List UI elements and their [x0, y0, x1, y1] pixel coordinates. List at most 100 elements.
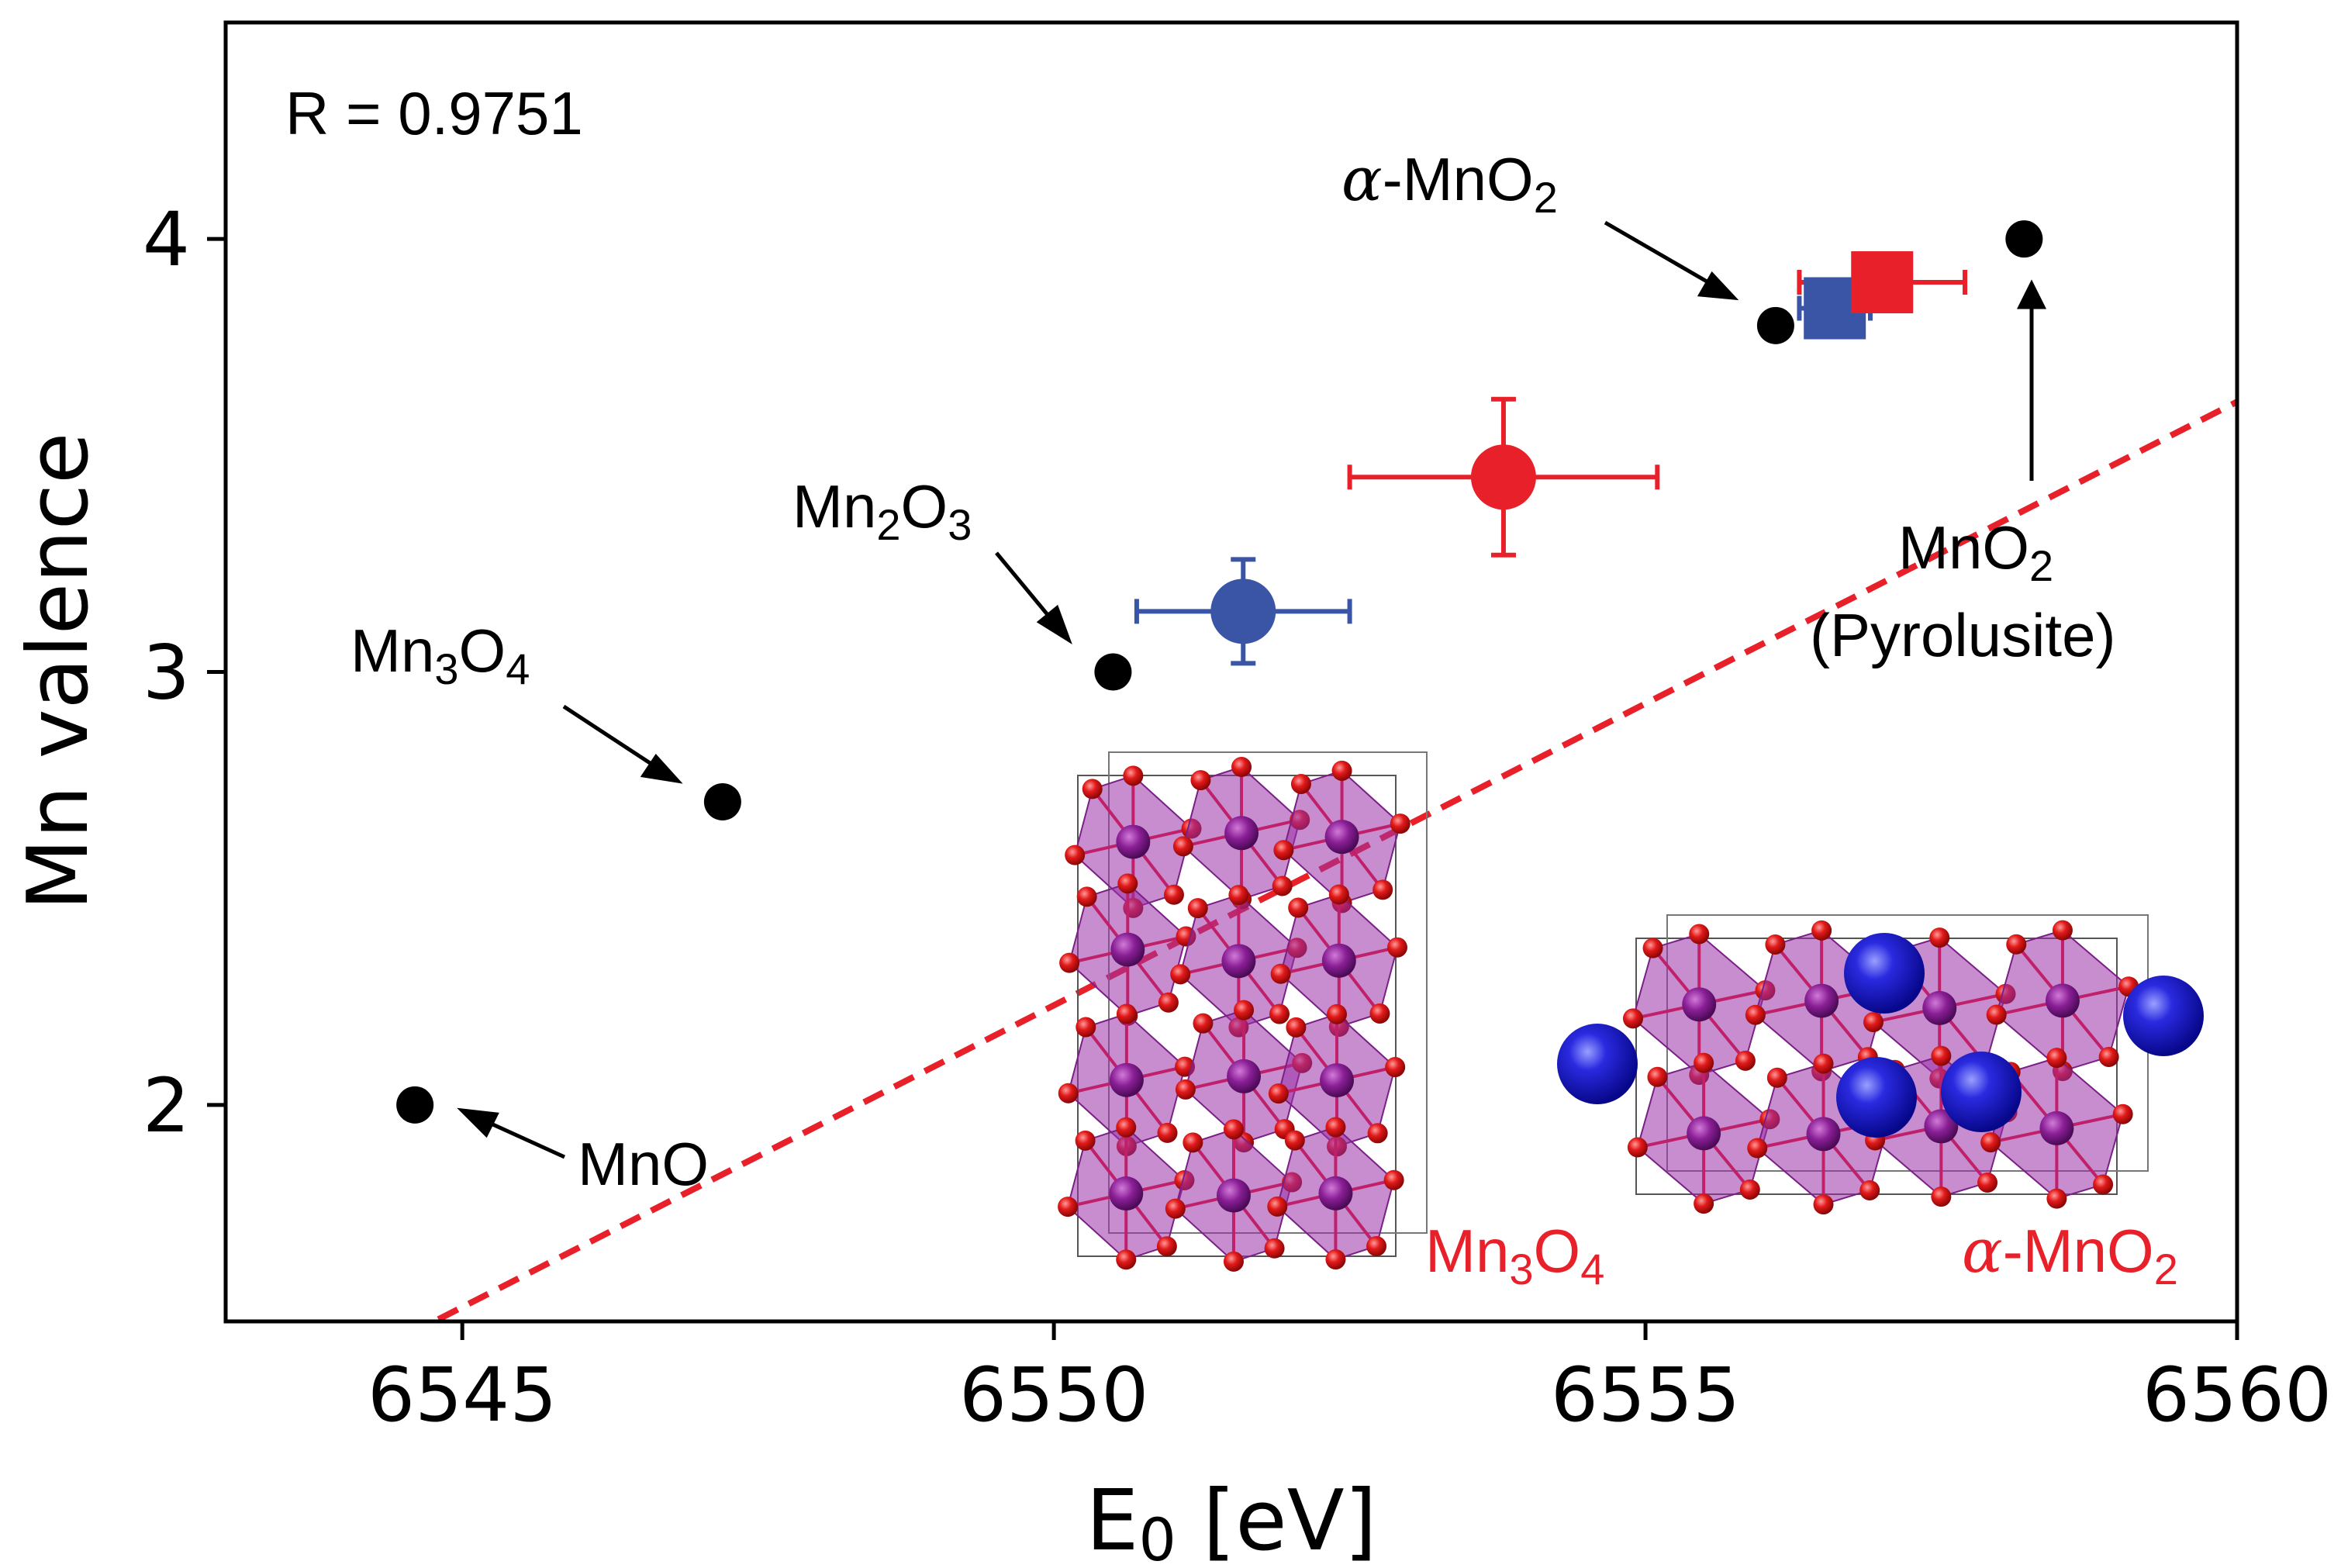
o-atom: [1234, 1000, 1255, 1021]
o-atom: [1165, 1198, 1186, 1219]
o-atom: [1284, 1130, 1305, 1151]
data-point-circle: [1210, 579, 1276, 644]
x-tick-label: 6560: [2142, 1352, 2332, 1438]
k-atom: [1836, 1057, 1917, 1138]
y-axis-label: Mn valence: [10, 433, 107, 911]
arrow-mn2o3-head: [1036, 604, 1072, 644]
o-atom: [1286, 1017, 1307, 1038]
mn-atom: [1804, 983, 1839, 1018]
mn-atom: [1110, 932, 1145, 967]
o-atom: [1747, 1138, 1768, 1159]
o-atom: [1386, 937, 1407, 958]
o-atom: [1123, 765, 1144, 786]
o-atom: [1058, 1197, 1079, 1217]
o-atom: [1082, 779, 1103, 800]
o-atom: [1811, 920, 1832, 941]
mn-atom: [1318, 1176, 1353, 1211]
arrow-amno2-head: [1697, 271, 1739, 301]
o-atom: [1059, 952, 1080, 973]
r-value-label: R = 0.9751: [285, 79, 583, 147]
o-atom: [1270, 963, 1291, 984]
o-atom: [1627, 1137, 1648, 1158]
o-atom: [1986, 1004, 2007, 1025]
label-mn2o3: Mn2O3: [792, 472, 972, 549]
o-atom: [1076, 886, 1097, 907]
mn-atom: [2039, 1110, 2074, 1145]
reference-point: [1756, 306, 1794, 344]
o-atom: [1813, 1053, 1834, 1074]
data-markers: [396, 220, 2043, 1124]
arrow-mn3o4-head: [640, 753, 683, 784]
mn-atom: [1922, 990, 1957, 1025]
o-atom: [1813, 1194, 1834, 1215]
o-atom: [1745, 1004, 1766, 1025]
y-axis-ticks: 2 3 4: [143, 196, 226, 1149]
arrow-mn3o4: [562, 704, 662, 772]
k-atom: [1557, 1024, 1638, 1104]
o-atom: [1157, 1122, 1178, 1143]
o-atom: [1172, 836, 1193, 857]
label-alpha-mno2: α-MnO2: [1341, 145, 1558, 222]
mn-atom: [1682, 987, 1717, 1022]
o-atom: [1156, 1236, 1177, 1257]
inset-label-alpha-mno2: α-MnO2: [1962, 1217, 2178, 1293]
label-pyrolusite: MnO2: [1898, 513, 2053, 590]
mn-atom: [1224, 816, 1259, 851]
data-point-square: [1851, 251, 1914, 313]
o-atom: [1223, 1119, 1244, 1140]
o-atom: [1385, 1057, 1406, 1078]
mn-atom: [1109, 1176, 1144, 1211]
o-atom: [1694, 1193, 1714, 1214]
o-atom: [1390, 813, 1410, 834]
mn-atom: [1924, 1109, 1959, 1144]
arrow-mn2o3: [995, 551, 1058, 627]
o-atom: [2006, 934, 2027, 955]
o-atom: [1863, 1012, 1884, 1033]
reference-point: [703, 783, 741, 820]
o-atom: [1193, 1013, 1214, 1034]
k-atom: [2123, 976, 2204, 1056]
o-atom: [1735, 1050, 1756, 1071]
o-atom: [1694, 1052, 1714, 1073]
mn-atom: [1227, 1059, 1262, 1093]
mn-atom: [1321, 943, 1356, 978]
o-atom: [1325, 1117, 1346, 1138]
o-atom: [1689, 924, 1710, 945]
alpha-mno2-crystal-structure: [1557, 914, 2204, 1215]
o-atom: [1158, 992, 1179, 1013]
inset-label-mn3o4: Mn3O4: [1425, 1217, 1604, 1293]
mn3o4-crystal-structure: [1058, 751, 1428, 1272]
o-atom: [1325, 1249, 1346, 1270]
o-atom: [1929, 927, 1950, 948]
o-atom: [1859, 1179, 1880, 1200]
o-atom: [1058, 1083, 1079, 1103]
o-atom: [1622, 1008, 1643, 1029]
o-atom: [1977, 1172, 1998, 1193]
x-tick-label: 6555: [1551, 1352, 1740, 1438]
o-atom: [1273, 840, 1294, 861]
o-atom: [1766, 1067, 1787, 1088]
reference-point: [2005, 220, 2043, 258]
o-atom: [1331, 760, 1352, 781]
o-atom: [1931, 1045, 1952, 1066]
mn-atom: [2045, 983, 2080, 1018]
mn-atom: [1324, 820, 1359, 855]
arrow-mno-head: [457, 1107, 499, 1138]
o-atom: [1076, 1017, 1096, 1038]
mn-atom: [1216, 1178, 1251, 1213]
y-tick-label: 4: [143, 196, 190, 283]
o-atom: [2093, 1174, 2114, 1195]
o-atom: [2098, 1046, 2119, 1067]
arrow-amno2: [1604, 220, 1719, 290]
o-atom: [2052, 920, 2073, 941]
mn-atom: [1687, 1116, 1721, 1151]
reference-point: [396, 1086, 434, 1124]
o-atom: [1980, 1132, 2001, 1153]
x-axis-ticks: 6545 6550 6555 6560: [368, 1321, 2332, 1438]
reference-point: [1094, 653, 1132, 691]
o-atom: [1117, 873, 1138, 894]
o-atom: [1272, 876, 1293, 896]
o-atom: [1268, 1083, 1289, 1104]
o-atom: [1327, 1003, 1348, 1024]
